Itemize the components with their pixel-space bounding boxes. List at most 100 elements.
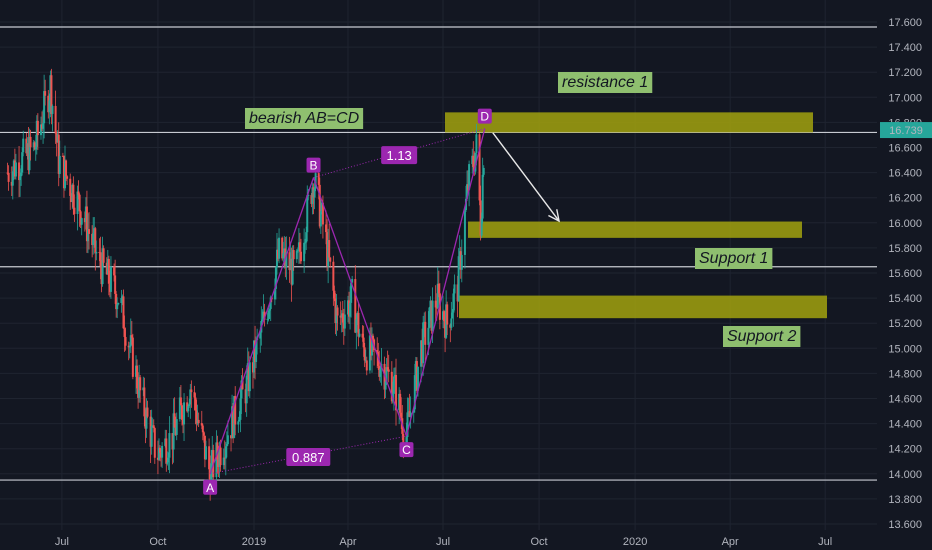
candle-body	[172, 413, 175, 450]
candle-body	[193, 392, 196, 398]
candle-body	[313, 188, 316, 198]
support2-label: Support 2	[727, 328, 796, 345]
candle-body	[190, 389, 193, 393]
candle-body	[351, 279, 354, 283]
candle-body	[64, 160, 66, 189]
y-tick-label: 17.600	[888, 17, 922, 29]
candle-body	[179, 397, 182, 406]
candle-body	[93, 228, 96, 234]
candle-body	[283, 248, 286, 254]
candle-body	[341, 313, 344, 323]
candle-body	[11, 171, 14, 186]
candle-body	[350, 282, 353, 303]
candle-body	[390, 371, 393, 402]
candle-body	[56, 134, 59, 143]
candle-body	[408, 411, 411, 417]
projection-arrow-head	[548, 209, 561, 223]
candle-body	[48, 100, 51, 113]
annotations: bearish AB=CD resistance 1 Support 1 Suppor…	[245, 72, 801, 347]
candle-body	[273, 288, 276, 300]
candle-body	[282, 253, 285, 259]
candle-body	[144, 416, 147, 429]
candle-body	[259, 332, 262, 339]
candle-body	[245, 375, 248, 404]
candle-body	[435, 307, 438, 309]
candle-body	[357, 312, 360, 337]
pattern-name-label-box	[245, 108, 364, 129]
candle-body	[33, 142, 36, 150]
candle-body	[166, 462, 169, 464]
candle-body	[376, 349, 379, 353]
candle-body	[98, 251, 101, 253]
candle-body	[13, 160, 16, 177]
candle-body	[248, 362, 251, 392]
candle-body	[152, 425, 155, 429]
candle-body	[320, 202, 323, 212]
resistance-label: resistance 1	[562, 74, 648, 91]
candle-body	[196, 419, 199, 424]
candle-body	[18, 162, 21, 181]
x-tick-label: Apr	[722, 536, 739, 548]
candle-body	[175, 419, 178, 435]
candle-body	[200, 423, 203, 426]
y-tick-label: 17.200	[888, 67, 922, 79]
candle-body	[449, 324, 452, 328]
candle-body	[474, 152, 477, 172]
candle-body	[334, 298, 337, 324]
candle-body	[295, 250, 298, 260]
candle-body	[157, 447, 160, 460]
candle-body	[415, 361, 418, 391]
candle-body	[72, 184, 75, 208]
candle-body	[25, 138, 28, 154]
candle-body	[183, 402, 186, 425]
candle-body	[168, 433, 171, 458]
candle-body	[26, 143, 29, 154]
candle-body	[107, 258, 110, 284]
pattern-leg	[405, 128, 486, 437]
candle-body	[225, 444, 228, 447]
candle-body	[20, 172, 23, 177]
candle-body	[22, 138, 25, 153]
price-zones	[445, 112, 827, 319]
candle-body	[202, 432, 205, 436]
candle-body	[136, 365, 139, 389]
y-tick-label: 14.400	[888, 419, 922, 431]
x-tick-label: 2019	[242, 536, 266, 548]
pattern-point-label-d: D	[480, 110, 489, 124]
candle-body	[231, 406, 234, 439]
candle-body	[116, 304, 119, 310]
candle-body	[365, 360, 368, 371]
y-tick-label: 15.000	[888, 343, 922, 355]
candle-body	[386, 367, 389, 370]
candle-body	[180, 405, 183, 420]
candle-body	[452, 293, 455, 313]
candle-body	[151, 425, 154, 427]
candle-body	[165, 438, 168, 464]
candle-body	[288, 252, 291, 271]
candle-body	[7, 172, 10, 182]
candle-body	[430, 300, 433, 331]
candle-body	[164, 438, 167, 446]
candle-body	[370, 335, 373, 356]
candle-body	[224, 446, 227, 459]
y-tick-label: 15.200	[888, 318, 922, 330]
candlestick-series	[6, 68, 485, 501]
candle-body	[246, 363, 249, 376]
support-zone	[468, 221, 802, 238]
candle-body	[355, 319, 358, 333]
candle-body	[88, 229, 91, 234]
candle-body	[466, 184, 469, 199]
y-tick-label: 14.800	[888, 368, 922, 380]
candle-body	[233, 396, 236, 438]
candle-body	[94, 228, 97, 254]
candle-body	[416, 366, 419, 391]
candle-body	[100, 266, 103, 285]
candle-body	[99, 252, 102, 267]
candle-body	[77, 191, 80, 195]
candle-body	[65, 160, 68, 177]
candle-body	[66, 176, 69, 179]
candle-body	[346, 300, 349, 315]
projection-arrow	[492, 132, 560, 222]
candle-body	[156, 457, 159, 460]
